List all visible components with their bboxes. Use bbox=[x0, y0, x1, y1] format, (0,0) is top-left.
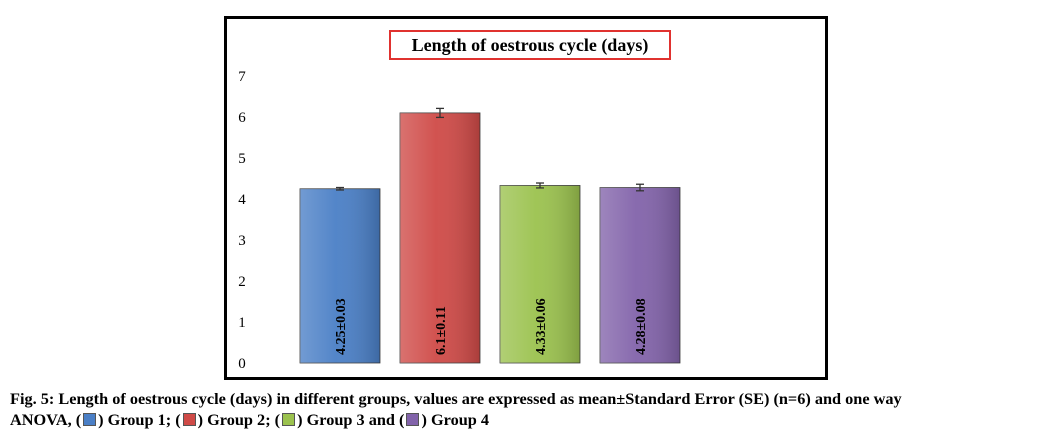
bars: 4.25±0.03 6.1±0.11 4.33±0.06 4.28±0.08 bbox=[299, 107, 681, 364]
caption-line-2: ANOVA, ( ) Group 1; ( ) Group 2; ( ) Group … bbox=[10, 409, 1045, 430]
group-3-swatch bbox=[282, 413, 296, 426]
error-bar bbox=[436, 107, 444, 119]
data-label: 6.1±0.11 bbox=[434, 306, 449, 355]
group-1-swatch bbox=[83, 413, 97, 426]
bar-shading bbox=[300, 188, 380, 363]
y-axis: 0 1 2 3 4 5 6 7 bbox=[238, 69, 246, 372]
caption-group-2: ) Group 2; ( bbox=[197, 410, 281, 429]
chart-title: Length of oestrous cycle (days) bbox=[412, 35, 649, 56]
y-tick-label: 5 bbox=[238, 151, 246, 167]
y-tick-label: 7 bbox=[238, 69, 246, 85]
caption-group-3: ) Group 3 and ( bbox=[297, 410, 405, 429]
group-2-swatch bbox=[182, 413, 196, 426]
bar-chart: Length of oestrous cycle (days) 0 1 2 3 4 5 6 7… bbox=[238, 30, 681, 372]
data-label: 4.28±0.08 bbox=[634, 298, 649, 355]
bar-shading bbox=[500, 185, 580, 363]
error-bar bbox=[636, 183, 644, 192]
group-4-swatch bbox=[406, 413, 420, 426]
caption-group-1: ) Group 1; ( bbox=[98, 410, 181, 429]
caption-anova-text: ANOVA, ( bbox=[10, 410, 82, 429]
data-label: 4.33±0.06 bbox=[534, 298, 549, 355]
y-tick-label: 2 bbox=[238, 274, 246, 290]
figure-caption: Fig. 5: Length of oestrous cycle (days) … bbox=[10, 388, 1045, 430]
y-tick-label: 3 bbox=[238, 233, 246, 249]
caption-line-1: Fig. 5: Length of oestrous cycle (days) … bbox=[10, 389, 902, 408]
y-tick-label: 1 bbox=[238, 315, 246, 331]
data-label: 4.25±0.03 bbox=[334, 298, 349, 355]
caption-group-4: ) Group 4 bbox=[421, 410, 490, 429]
bar-shading bbox=[400, 112, 480, 364]
y-tick-label: 0 bbox=[238, 356, 246, 372]
bar-shading bbox=[600, 187, 680, 363]
error-bar bbox=[536, 182, 544, 189]
error-bar bbox=[336, 186, 344, 191]
chart-title-box bbox=[389, 30, 671, 60]
chart-figure: Length of oestrous cycle (days) 0 1 2 3 4 5 6 7… bbox=[224, 16, 828, 380]
y-tick-label: 6 bbox=[238, 110, 246, 126]
y-tick-label: 4 bbox=[238, 192, 246, 208]
